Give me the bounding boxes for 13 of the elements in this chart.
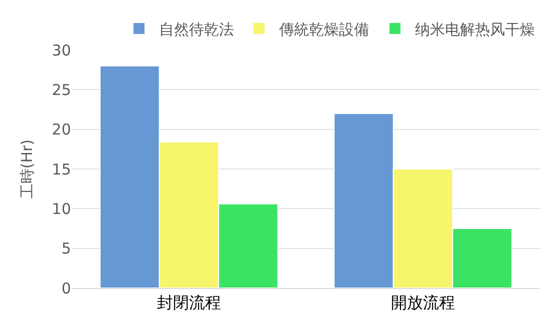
legend-label: 纳米电解热风干燥	[415, 20, 535, 38]
y-axis-title: 工時(Hr)	[18, 139, 36, 199]
x-tick-label: 開放流程	[391, 293, 455, 312]
legend-label: 傳統乾燥設備	[278, 20, 369, 38]
legend-label: 自然待乾法	[159, 20, 234, 38]
y-tick-label: 5	[61, 240, 71, 258]
y-tick-label: 30	[52, 41, 71, 60]
y-tick-label: 25	[52, 80, 71, 99]
x-tick-label: 封閉流程	[157, 293, 221, 312]
y-tick-label: 0	[61, 279, 71, 298]
y-tick-label: 10	[52, 200, 71, 218]
y-tick-label: 15	[52, 160, 71, 178]
y-tick-label: 20	[52, 120, 71, 139]
